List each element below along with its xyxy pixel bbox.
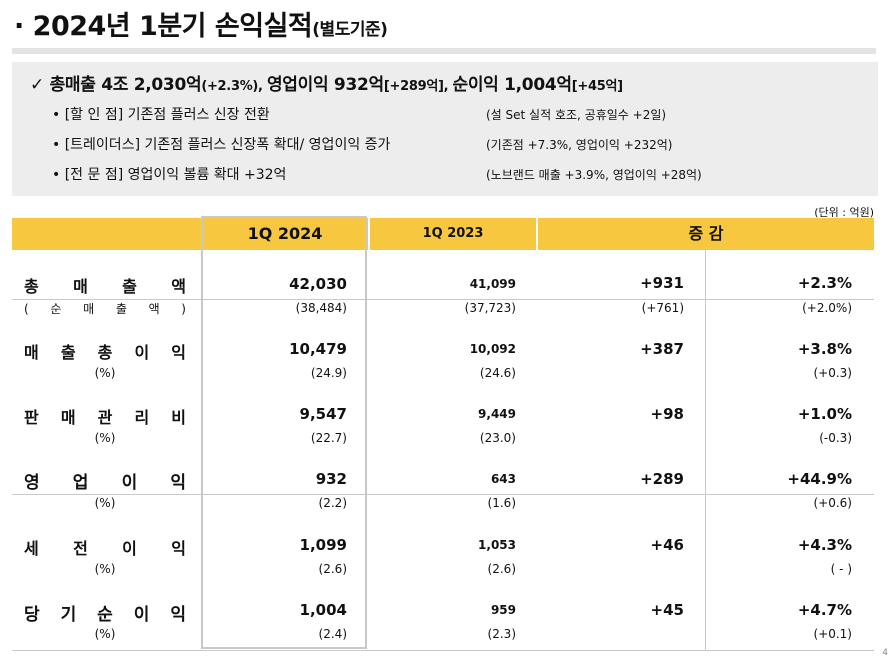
cell-change-rate-sub: (+0.1) <box>813 627 852 641</box>
col-header-1q2024: 1Q 2024 <box>247 224 323 243</box>
col-header-change: 증 감 <box>688 224 724 243</box>
cell-1q2024: 10,479 <box>289 340 347 358</box>
summary-box <box>12 62 878 196</box>
row-label: 총 매 출 액 <box>24 277 186 296</box>
cell-1q2024-sub: (22.7) <box>310 431 347 445</box>
headline-part: [+289억], <box>383 79 453 94</box>
headline-part: [+45억] <box>571 79 623 94</box>
cell-1q2023-sub: (24.6) <box>479 366 516 380</box>
cell-1q2023: 41,099 <box>469 277 516 291</box>
cell-change-rate-sub: (+0.3) <box>813 366 852 380</box>
headline-part: 순이익 1,004억 <box>452 75 572 95</box>
cell-1q2023: 10,092 <box>469 342 516 356</box>
check-icon: ✓ <box>30 75 44 95</box>
row-sublabel: (%) <box>94 562 116 576</box>
summary-bullet: • [트레이더스] 기존점 플러스 신장폭 확대/ 영업이익 증가 <box>52 137 391 153</box>
page-title-sub: (별도기준) <box>312 20 388 40</box>
col-header-1q2023: 1Q 2023 <box>422 226 484 241</box>
cell-change-rate: +1.0% <box>797 405 852 423</box>
cell-1q2023-sub: (2.3) <box>487 627 516 641</box>
cell-1q2023-sub: (2.6) <box>487 562 516 576</box>
cell-change-amount: +45 <box>650 601 684 619</box>
cell-1q2023: 9,449 <box>478 407 516 421</box>
cell-1q2023-sub: (23.0) <box>479 431 516 445</box>
cell-change-amount-sub: (+761) <box>641 301 684 315</box>
cell-1q2023: 1,053 <box>478 538 516 552</box>
cell-change-amount: +289 <box>640 470 684 488</box>
cell-1q2023: 643 <box>490 472 516 486</box>
cell-change-amount: +387 <box>640 340 684 358</box>
summary-bullet-note: (기존점 +7.3%, 영업이익 +232억) <box>486 138 673 152</box>
cell-change-rate: +44.9% <box>787 470 852 488</box>
cell-change-rate: +2.3% <box>797 274 852 292</box>
row-label: 판 매 관 리 비 <box>24 408 186 427</box>
row-sublabel: ( 순 매 출 액 ) <box>24 302 186 316</box>
headline-part: (+2.3%), <box>201 79 267 94</box>
cell-change-rate: +4.3% <box>797 536 852 554</box>
cell-change-amount: +46 <box>650 536 684 554</box>
cell-change-amount: +98 <box>650 405 684 423</box>
row-divider <box>12 650 874 651</box>
cell-change-rate: +3.8% <box>797 340 852 358</box>
row-label: 당 기 순 이 익 <box>24 605 186 625</box>
cell-change-rate-sub: (-0.3) <box>819 431 852 445</box>
cell-1q2024-sub: (38,484) <box>295 301 347 315</box>
summary-bullet: • [할 인 점] 기존점 플러스 신장 전환 <box>52 107 270 123</box>
header-divider <box>536 218 538 250</box>
summary-bullet-note: (설 Set 실적 호조, 공휴일수 +2일) <box>486 108 667 122</box>
cell-change-rate: +4.7% <box>797 601 852 619</box>
row-divider <box>12 299 874 300</box>
cell-1q2024: 1,099 <box>299 536 347 554</box>
summary-headline: ✓ 총매출 4조 2,030억(+2.3%), 영업이익 932억[+289억]… <box>30 70 623 95</box>
cell-1q2024-sub: (2.4) <box>318 627 347 641</box>
cell-1q2024-sub: (24.9) <box>310 366 347 380</box>
row-divider <box>12 494 874 495</box>
title-divider <box>12 48 876 54</box>
header-divider <box>368 218 370 250</box>
row-label: 영 업 이 익 <box>24 473 186 493</box>
cell-1q2024-sub: (2.6) <box>318 562 347 576</box>
cell-1q2024: 932 <box>315 470 347 488</box>
cell-1q2024: 1,004 <box>299 601 347 619</box>
headline-part: 영업이익 932억 <box>266 75 384 95</box>
cell-1q2024: 42,030 <box>289 275 347 293</box>
cell-1q2023-sub: (1.6) <box>487 496 516 510</box>
summary-bullet-note: (노브랜드 매출 +3.9%, 영업이익 +28억) <box>486 168 702 182</box>
cell-change-rate-sub: ( - ) <box>830 562 852 576</box>
row-sublabel: (%) <box>94 627 116 641</box>
cell-1q2024-sub: (2.2) <box>318 496 347 510</box>
cell-change-amount: +931 <box>640 274 684 292</box>
cell-1q2023: 959 <box>490 603 516 617</box>
cell-change-rate-sub: (+2.0%) <box>802 301 852 315</box>
row-label: 세 전 이 익 <box>24 539 186 558</box>
cell-change-rate-sub: (+0.6) <box>813 496 852 510</box>
row-sublabel: (%) <box>94 366 116 380</box>
row-sublabel: (%) <box>94 496 116 510</box>
column-divider <box>705 250 706 650</box>
headline-part: 총매출 4조 2,030억 <box>49 75 202 95</box>
page-title: · 2024년 1분기 손익실적(별도기준) <box>14 4 388 43</box>
unit-label: (단위 : 억원) <box>814 206 874 219</box>
page-title-main: · 2024년 1분기 손익실적 <box>14 11 313 42</box>
cell-1q2023-sub: (37,723) <box>464 301 516 315</box>
current-quarter-highlight <box>201 216 367 649</box>
table-header <box>12 218 874 250</box>
cell-1q2024: 9,547 <box>299 405 347 423</box>
summary-bullet: • [전 문 점] 영업이익 볼륨 확대 +32억 <box>52 167 287 183</box>
page-number: 4 <box>882 648 888 658</box>
row-label: 매 출 총 이 익 <box>24 343 186 362</box>
row-sublabel: (%) <box>94 431 116 445</box>
